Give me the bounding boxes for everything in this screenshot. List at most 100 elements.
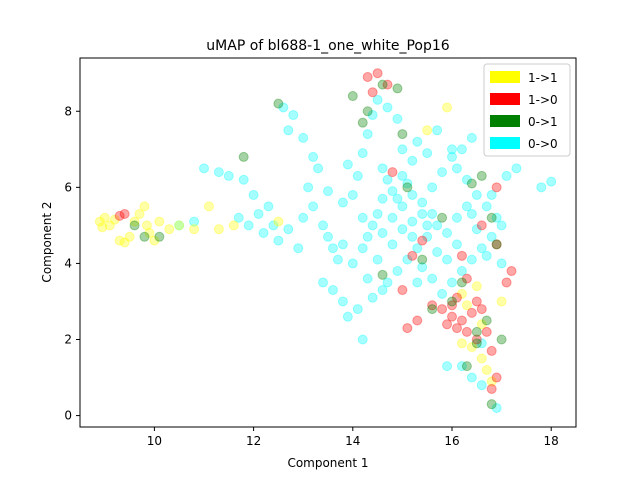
data-point (447, 144, 457, 155)
data-point (213, 167, 224, 178)
data-point (491, 212, 502, 223)
data-point (397, 144, 408, 155)
data-point (456, 266, 467, 277)
data-point (402, 323, 413, 334)
data-point (476, 243, 487, 254)
data-point (491, 402, 502, 413)
data-point (337, 296, 348, 307)
data-point (154, 231, 165, 242)
data-point (308, 151, 319, 162)
data-point (432, 125, 443, 136)
data-point (427, 208, 438, 219)
data-point (481, 201, 492, 212)
data-point (456, 315, 467, 326)
data-point (367, 110, 378, 121)
legend: 1->1 1->0 0->1 0->0 (483, 63, 571, 157)
data-point (392, 113, 403, 124)
data-point (442, 227, 453, 238)
data-point (412, 243, 423, 254)
data-point (461, 174, 472, 185)
legend-label: 1->1 (528, 71, 558, 85)
data-point (377, 193, 388, 204)
legend-label: 0->0 (528, 137, 558, 151)
data-point (476, 304, 487, 315)
data-point (303, 182, 314, 193)
data-point (387, 167, 398, 178)
data-point (437, 288, 448, 299)
data-point (491, 239, 502, 250)
data-point (357, 212, 368, 223)
data-point (451, 163, 462, 174)
data-point (456, 277, 467, 288)
data-point (437, 304, 448, 315)
data-point (372, 208, 383, 219)
data-point (412, 136, 423, 147)
data-point (501, 170, 512, 181)
data-point (293, 243, 304, 254)
data-point (447, 277, 457, 288)
data-point (313, 163, 324, 174)
data-point (372, 94, 383, 105)
data-point (427, 304, 438, 315)
data-point (471, 326, 482, 337)
x-tick-label: 16 (444, 434, 459, 448)
data-point (447, 151, 457, 162)
data-point (461, 361, 472, 372)
data-point (238, 151, 249, 162)
data-point (486, 231, 497, 242)
data-point (327, 285, 338, 296)
data-point (476, 338, 487, 349)
data-point (377, 163, 388, 174)
data-point (233, 212, 244, 223)
data-point (451, 239, 462, 250)
y-tick-label: 8 (64, 104, 72, 118)
data-point (253, 208, 264, 219)
data-point (496, 334, 507, 345)
data-point (496, 296, 507, 307)
data-point (432, 220, 443, 231)
data-point (402, 182, 413, 193)
data-point (213, 224, 224, 235)
data-point (134, 208, 145, 219)
data-point (228, 220, 239, 231)
data-point (432, 247, 443, 258)
data-point (407, 250, 418, 261)
data-point (397, 129, 408, 140)
data-point (481, 315, 492, 326)
data-point (442, 102, 453, 113)
x-axis-label: Component 1 (287, 456, 368, 470)
data-point (397, 201, 408, 212)
data-point (139, 201, 150, 212)
legend-label: 1->0 (528, 93, 558, 107)
data-point (506, 266, 517, 277)
legend-swatch (490, 71, 520, 83)
data-point (417, 262, 428, 273)
data-point (407, 189, 418, 200)
data-point (367, 220, 378, 231)
data-point (407, 155, 418, 166)
data-point (347, 91, 358, 102)
data-point (318, 220, 329, 231)
data-point (347, 189, 358, 200)
data-point (486, 399, 497, 410)
data-point (471, 334, 482, 345)
data-point (442, 361, 453, 372)
data-point (238, 174, 249, 185)
data-point (442, 319, 453, 330)
data-point (496, 220, 507, 231)
data-point (471, 338, 482, 349)
data-point (357, 117, 368, 128)
data-point (382, 102, 393, 113)
data-point (476, 353, 487, 364)
data-point (377, 269, 388, 280)
data-point (407, 231, 418, 242)
data-point (288, 110, 299, 121)
data-point (447, 296, 457, 307)
data-point (481, 326, 492, 337)
data-point (342, 159, 353, 170)
data-point (318, 277, 329, 288)
data-point (392, 193, 403, 204)
data-point (357, 334, 368, 345)
x-tick-label: 14 (345, 434, 360, 448)
data-point (124, 231, 135, 242)
